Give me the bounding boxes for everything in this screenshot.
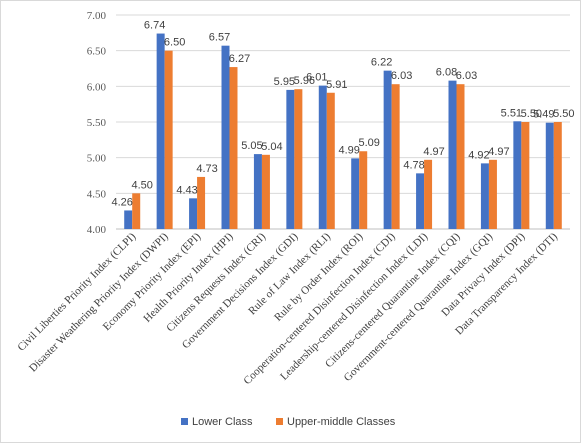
gridlines [116,14,570,230]
bar-lower-class [480,163,489,229]
bar-lower-class [189,198,198,229]
bar-lower-class [351,158,360,229]
bar-lower-class [221,45,230,229]
data-label: 6.27 [229,53,250,65]
bar-upper-middle-classes [424,159,433,229]
data-label: 4.97 [423,146,444,158]
data-label: 5.95 [274,76,295,88]
data-label: 4.26 [112,196,133,208]
category-labels: Civil Liberties Priority Index (CLPI)Dis… [15,230,560,387]
bar-lower-class [545,122,554,229]
data-label: 4.73 [196,163,217,175]
data-label: 6.57 [209,32,230,44]
y-tick-label: 5.00 [87,153,107,165]
legend-swatch [181,418,188,425]
data-label: 5.50 [553,108,574,120]
y-tick-label: 7.00 [87,10,107,22]
bar-upper-middle-classes [553,122,562,229]
bar-upper-middle-classes [326,92,335,230]
bar-lower-class [253,154,262,229]
x-tick-label: Civil Liberties Priority Index (CLPI) [15,230,138,353]
bar-upper-middle-classes [229,67,238,229]
legend-label: Upper-middle Classes [287,416,396,428]
bars [124,33,562,230]
bar-upper-middle-classes [197,176,206,229]
bar-lower-class [448,80,457,229]
data-label: 6.01 [306,72,327,84]
data-label: 6.03 [456,70,477,82]
bar-lower-class [318,85,327,230]
data-label: 4.43 [176,184,197,196]
data-label: 4.92 [468,149,489,161]
data-label: 5.05 [241,140,262,152]
data-label: 6.74 [144,20,165,32]
bar-upper-middle-classes [456,84,465,230]
data-label: 6.50 [164,37,185,49]
y-tick-label: 6.00 [87,81,107,93]
y-axis-ticks: 4.00 4.50 5.00 5.50 6.00 6.50 7.00 [87,10,107,236]
bar-lower-class [416,173,425,229]
bar-lower-class [124,210,133,229]
legend-label: Lower Class [192,416,253,428]
data-label: 5.49 [533,109,554,121]
data-label: 5.09 [359,137,380,149]
data-label: 4.99 [339,144,360,156]
bar-upper-middle-classes [132,193,141,229]
x-tick-label: Government-centered Quarantine Index (GQ… [342,230,496,384]
bar-lower-class [156,33,165,230]
data-label: 5.91 [326,79,347,91]
bar-upper-middle-classes [164,50,173,229]
bar-lower-class [286,89,295,230]
data-label: 4.50 [132,179,153,191]
y-tick-label: 4.00 [87,224,107,236]
legend: Lower Class Upper-middle Classes [181,416,396,428]
data-label: 4.97 [488,146,509,158]
y-tick-label: 5.50 [87,117,107,129]
bar-upper-middle-classes [488,159,497,229]
data-label: 6.03 [391,70,412,82]
x-tick-label: Cooperation-centered Disinfection Index … [241,230,398,387]
data-label: 5.96 [294,75,315,87]
data-label: 6.08 [436,67,457,79]
data-label: 6.22 [371,57,392,69]
y-tick-label: 6.50 [87,46,107,58]
legend-swatch [276,418,283,425]
data-label: 5.50 [521,108,542,120]
x-tick-label: Disaster Weathering Priority Index (DWPI… [27,230,171,374]
data-label: 5.51 [501,107,522,119]
bar-upper-middle-classes [521,122,530,229]
bar-lower-class [383,70,392,229]
data-label: 5.04 [261,141,282,153]
bar-lower-class [513,121,522,229]
bar-upper-middle-classes [294,89,303,229]
bar-upper-middle-classes [359,151,368,229]
bar-upper-middle-classes [261,154,270,229]
bar-upper-middle-classes [391,84,400,230]
y-tick-label: 4.50 [87,188,107,200]
data-label: 4.78 [403,159,424,171]
data-labels: 4.26 4.50 6.74 6.50 4.43 4.73 6.57 6.27 5.055.04… [112,20,575,209]
